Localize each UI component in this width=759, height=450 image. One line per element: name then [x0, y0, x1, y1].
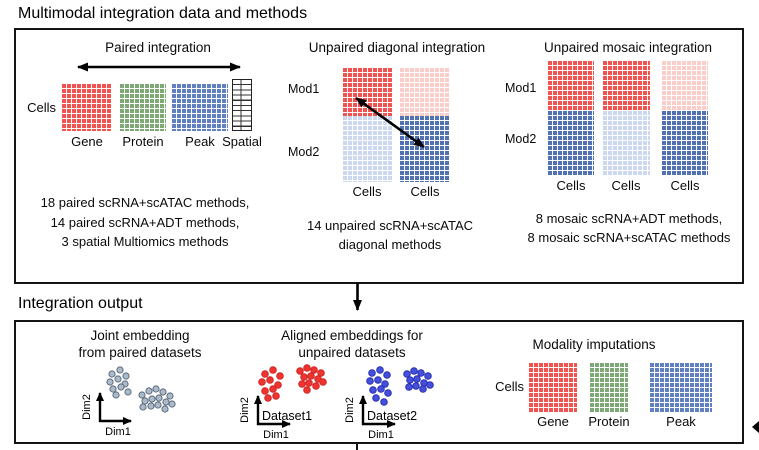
joint-embedding-dots: [106, 366, 176, 413]
diagonal-mod2-label: Mod2: [288, 145, 320, 159]
mosaic-col2-mod2-matrix: [603, 111, 650, 175]
mosaic-panel-title: Unpaired mosaic integration: [543, 40, 713, 55]
spatial-matrix: [232, 79, 252, 131]
protein-label: Protein: [122, 134, 164, 149]
dataset2-label: Dataset2: [367, 409, 417, 423]
paired-methods-line: 3 spatial Multiomics methods: [61, 234, 229, 249]
paired-cells-label: Cells: [27, 100, 56, 115]
dataset1-y-axis-label: Dim2: [239, 397, 251, 423]
mosaic-col1-cells-label: Cells: [556, 178, 586, 193]
gene-matrix: [62, 84, 112, 131]
spatial-label: Spatial: [222, 134, 262, 149]
mosaic-methods-line: 8 mosaic scRNA+scATAC methods: [527, 229, 731, 245]
mosaic-col3-mod2-matrix: [662, 111, 708, 175]
joint-title-line: Joint embedding: [90, 328, 190, 343]
gene-label: Gene: [71, 134, 103, 149]
diagonal-panel-title: Unpaired diagonal integration: [308, 40, 486, 55]
output-section-title: Integration output: [18, 295, 143, 312]
figure-title: Multimodal integration data and methods: [18, 5, 308, 22]
joint-embedding-plot: Dim1 Dim2: [81, 366, 176, 438]
aligned-title-line: Aligned embeddings for: [281, 328, 423, 343]
protein-matrix: [120, 84, 166, 131]
imputed-gene-label: Gene: [537, 414, 569, 429]
imputed-peak-matrix: [650, 363, 712, 412]
mosaic-col1-mod1-matrix: [548, 61, 594, 111]
mosaic-mod2-label: Mod2: [505, 132, 537, 146]
peak-label: Peak: [185, 134, 215, 149]
mosaic-col2-mod1-matrix: [603, 61, 650, 111]
dataset2-x-axis-label: Dim1: [368, 429, 394, 441]
paired-methods-text: 18 paired scRNA+scATAC methods, 14 paire…: [30, 193, 260, 252]
joint-title-line: from paired datasets: [78, 344, 202, 360]
flow-arrow-icon: [353, 283, 362, 311]
diagonal-col2-mod2-matrix: [400, 116, 450, 182]
imputed-protein-matrix: [590, 363, 628, 412]
imputed-protein-label: Protein: [588, 414, 630, 429]
mosaic-methods-line: 8 mosaic scRNA+ADT methods,: [535, 211, 723, 226]
joint-embedding-title: Joint embedding from paired datasets: [40, 328, 240, 361]
diagonal-mod1-label: Mod1: [288, 82, 320, 96]
imputed-peak-label: Peak: [666, 414, 696, 429]
diagonal-methods-text: 14 unpaired scRNA+scATAC diagonal method…: [280, 217, 500, 254]
mosaic-col1-mod2-matrix: [548, 111, 594, 175]
dataset1-x-axis-label: Dim1: [263, 429, 289, 441]
peak-matrix: [172, 84, 228, 131]
imputations-title: Modality imputations: [532, 337, 656, 352]
aligned-title-line: unpaired datasets: [298, 344, 406, 360]
dataset2-dots: [366, 366, 434, 406]
dataset2-y-axis-label: Dim2: [344, 397, 356, 423]
diagonal-methods-line: diagonal methods: [338, 236, 442, 252]
edge-artifact: [752, 421, 759, 433]
diagonal-col2-cells-label: Cells: [410, 184, 440, 199]
mosaic-methods-text: 8 mosaic scRNA+ADT methods, 8 mosaic scR…: [499, 210, 759, 247]
flow-line-stub: [355, 444, 358, 450]
diagonal-methods-line: 14 unpaired scRNA+scATAC: [306, 218, 474, 233]
diagonal-col1-cells-label: Cells: [352, 184, 382, 199]
diagonal-mapping-arrow-icon: [355, 96, 425, 149]
joint-x-axis-label: Dim1: [105, 426, 131, 438]
imputations-cells-label: Cells: [495, 379, 524, 394]
mosaic-mod1-label: Mod1: [505, 81, 537, 95]
dataset1-embedding-plot: Dataset1 Dim1 Dim2: [239, 364, 327, 441]
dataset1-dots: [258, 364, 327, 402]
dataset1-label: Dataset1: [262, 409, 312, 423]
paired-methods-line: 18 paired scRNA+scATAC methods,: [40, 195, 250, 210]
mosaic-col3-cells-label: Cells: [670, 178, 700, 193]
paired-span-arrow-icon: [77, 62, 241, 72]
imputed-gene-matrix: [529, 363, 577, 412]
paired-methods-line: 14 paired scRNA+ADT methods,: [50, 214, 240, 230]
aligned-embeddings-title: Aligned embeddings for unpaired datasets: [252, 328, 452, 361]
mosaic-col3-mod1-matrix: [662, 61, 708, 111]
joint-y-axis-label: Dim2: [81, 394, 93, 420]
dataset2-embedding-plot: Dataset2 Dim1 Dim2: [344, 366, 434, 441]
paired-panel-title: Paired integration: [105, 40, 211, 55]
mosaic-col2-cells-label: Cells: [611, 178, 641, 193]
